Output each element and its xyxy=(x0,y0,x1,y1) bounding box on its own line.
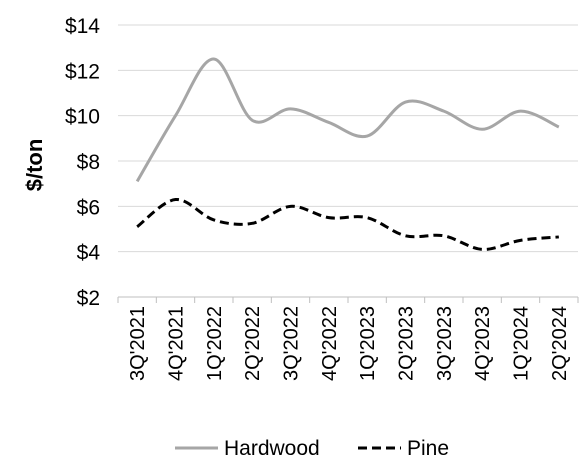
x-tick-label: 2Q'2022 xyxy=(242,306,264,381)
x-tick-label: 1Q'2022 xyxy=(204,306,226,381)
y-tick-label: $2 xyxy=(77,287,100,310)
x-tick-label: 4Q'2022 xyxy=(319,306,341,381)
x-tick-label: 3Q'2021 xyxy=(127,306,149,381)
x-tick-label: 3Q'2023 xyxy=(434,306,456,381)
legend-label-pine: Pine xyxy=(407,437,449,458)
x-tick-label: 3Q'2022 xyxy=(281,306,303,381)
y-axis-label: $/ton xyxy=(22,139,47,192)
x-tick-label: 1Q'2024 xyxy=(511,306,533,381)
y-tick-labels: $2 $4 $6 $8 $10 $12 $14 xyxy=(65,15,100,310)
legend: Hardwood Pine xyxy=(175,437,449,460)
y-tick-label: $8 xyxy=(77,151,100,174)
gridlines xyxy=(118,24,578,253)
y-tick-label: $6 xyxy=(77,196,100,219)
axes xyxy=(117,296,579,303)
x-tick-label: 4Q'2023 xyxy=(472,306,494,381)
x-tick-label: 2Q'2023 xyxy=(396,306,418,381)
series-lines xyxy=(135,57,560,251)
x-tick-label: 1Q'2023 xyxy=(357,306,379,381)
x-tick-label: 4Q'2021 xyxy=(166,306,188,381)
legend-label-hardwood: Hardwood xyxy=(224,437,320,458)
y-tick-label: $10 xyxy=(65,106,100,129)
y-tick-label: $12 xyxy=(65,60,100,83)
series-line-pine xyxy=(136,198,559,251)
y-tick-label: $4 xyxy=(77,242,101,265)
y-tick-label: $14 xyxy=(65,15,100,38)
series-line-hardwood xyxy=(135,57,560,183)
x-tick-label: 2Q'2024 xyxy=(549,306,571,381)
x-tick-labels: 3Q'2021 4Q'2021 1Q'2022 2Q'2022 3Q'2022 4Q'20… xyxy=(127,306,571,381)
